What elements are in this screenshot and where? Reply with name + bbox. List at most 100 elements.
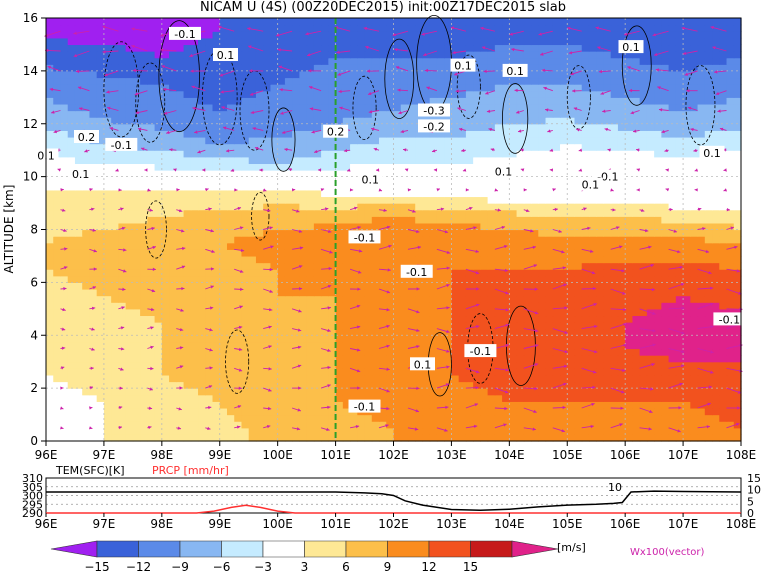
field-cell xyxy=(379,374,387,383)
field-cell xyxy=(726,176,735,184)
field-cell xyxy=(328,282,337,290)
field-cell xyxy=(639,315,648,323)
field-cell xyxy=(400,348,409,356)
field-cell xyxy=(538,361,547,369)
field-cell xyxy=(603,143,612,151)
field-cell xyxy=(154,269,163,277)
field-cell xyxy=(516,255,525,264)
field-cell xyxy=(429,335,438,343)
field-cell xyxy=(625,130,634,138)
field-cell xyxy=(625,288,634,297)
field-cell xyxy=(697,308,706,317)
field-cell xyxy=(379,295,387,303)
field-cell xyxy=(125,302,134,310)
field-cell xyxy=(487,427,496,435)
field-cell xyxy=(169,222,177,231)
field-cell xyxy=(169,407,177,416)
field-cell xyxy=(704,196,713,204)
field-cell xyxy=(400,394,409,402)
field-cell xyxy=(704,110,713,118)
field-cell xyxy=(690,328,699,336)
field-cell xyxy=(205,407,214,416)
field-cell xyxy=(226,163,235,171)
field-cell xyxy=(560,203,568,211)
field-cell xyxy=(386,308,395,317)
field-cell xyxy=(190,302,199,310)
field-cell xyxy=(364,421,373,429)
field-cell xyxy=(625,328,634,336)
field-cell xyxy=(82,434,91,442)
field-cell xyxy=(219,189,228,198)
field-cell xyxy=(219,374,228,383)
field-cell xyxy=(675,229,684,237)
field-cell xyxy=(523,150,532,158)
field-cell xyxy=(147,388,156,396)
field-cell xyxy=(596,255,605,264)
field-cell xyxy=(111,308,119,317)
field-cell xyxy=(103,97,112,105)
field-cell xyxy=(654,216,662,224)
field-cell xyxy=(241,341,250,350)
field-cell xyxy=(255,189,264,198)
field-cell xyxy=(733,216,742,224)
field-cell xyxy=(161,209,170,217)
field-cell xyxy=(89,427,98,435)
field-cell xyxy=(436,322,445,330)
field-cell xyxy=(313,388,322,396)
field-cell xyxy=(234,143,243,151)
field-cell xyxy=(704,216,713,224)
field-cell xyxy=(646,414,655,422)
field-cell xyxy=(632,348,641,356)
field-cell xyxy=(668,262,677,270)
field-cell xyxy=(364,434,373,442)
field-cell xyxy=(610,117,619,125)
field-cell xyxy=(183,348,192,356)
field-cell xyxy=(183,229,192,237)
field-cell xyxy=(386,381,395,389)
field-cell xyxy=(574,236,583,244)
field-cell xyxy=(313,288,322,297)
field-cell xyxy=(53,282,62,290)
field-cell xyxy=(502,255,510,264)
field-cell xyxy=(306,136,315,145)
field-cell xyxy=(654,401,662,409)
field-cell xyxy=(610,222,619,231)
field-cell xyxy=(661,368,670,376)
field-cell xyxy=(603,414,612,422)
field-cell xyxy=(480,242,489,250)
field-cell xyxy=(415,189,424,198)
field-cell xyxy=(147,348,156,356)
field-cell xyxy=(46,209,54,217)
field-cell xyxy=(494,381,503,389)
field-cell xyxy=(545,123,554,131)
field-cell xyxy=(379,242,387,250)
field-cell xyxy=(451,97,460,105)
field-cell xyxy=(111,123,119,131)
field-cell xyxy=(96,242,105,250)
field-cell xyxy=(226,117,235,125)
field-cell xyxy=(639,401,648,409)
field-cell xyxy=(639,262,648,270)
field-cell xyxy=(183,275,192,283)
field-cell xyxy=(357,196,366,204)
field-cell xyxy=(567,242,576,250)
field-cell xyxy=(386,150,395,158)
field-cell xyxy=(125,427,134,435)
field-cell xyxy=(313,355,322,363)
field-cell xyxy=(248,249,257,257)
field-cell xyxy=(234,97,243,105)
field-cell xyxy=(89,315,98,323)
field-cell xyxy=(89,216,98,224)
field-cell xyxy=(683,183,691,191)
field-cell xyxy=(198,189,206,198)
field-cell xyxy=(523,255,532,264)
field-cell xyxy=(350,222,358,231)
field-cell xyxy=(140,110,148,118)
field-cell xyxy=(82,143,91,151)
field-cell xyxy=(675,348,684,356)
field-cell xyxy=(111,103,119,112)
field-cell xyxy=(263,341,272,350)
field-cell xyxy=(610,308,619,317)
field-cell xyxy=(154,341,163,350)
field-cell xyxy=(335,249,344,257)
